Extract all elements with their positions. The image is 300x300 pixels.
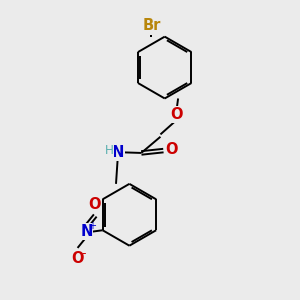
Text: O: O	[165, 142, 177, 158]
Text: Br: Br	[142, 18, 160, 33]
Text: O: O	[170, 107, 183, 122]
Text: N: N	[80, 224, 93, 239]
Text: +: +	[88, 221, 96, 231]
Text: -: -	[82, 247, 86, 260]
Text: H: H	[105, 144, 114, 158]
Text: O: O	[88, 197, 101, 212]
Text: O: O	[71, 251, 84, 266]
Text: N: N	[112, 145, 124, 160]
